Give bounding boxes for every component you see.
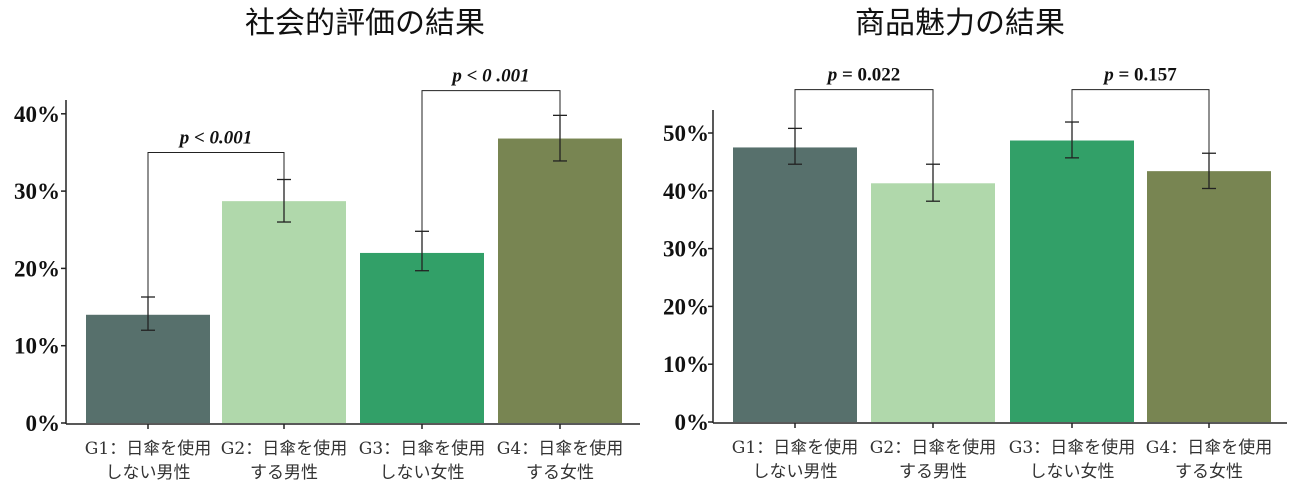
p-value-label: p < 0 .001 — [450, 66, 529, 87]
y-tick-label: 40% — [663, 179, 709, 204]
x-category-label: する女性 — [526, 463, 594, 483]
x-category-label: G1：日傘を使用 — [85, 438, 211, 459]
p-value-label: p = 0.022 — [826, 65, 901, 86]
y-tick-label: 30% — [14, 179, 60, 204]
bar — [222, 201, 346, 423]
x-category-label: しない女性 — [380, 463, 465, 483]
significance-bracket — [794, 89, 934, 184]
significance-bracket — [1071, 89, 1210, 172]
y-tick-label: 40% — [14, 102, 60, 127]
y-tick-label: 10% — [663, 352, 709, 377]
bar — [360, 252, 484, 423]
significance-bracket — [147, 151, 285, 315]
p-value-label: p < 0.001 — [178, 127, 253, 148]
bar — [86, 314, 210, 423]
y-tick-label: 0% — [26, 411, 61, 436]
bar — [1010, 140, 1134, 423]
x-category-label: する男性 — [899, 462, 967, 482]
x-category-label: する男性 — [250, 463, 318, 483]
y-tick-label: 10% — [14, 334, 60, 359]
chart-title: 社会的評価の結果 — [245, 6, 485, 41]
p-value-label: p = 0.157 — [1102, 65, 1177, 86]
x-category-label: G2：日傘を使用 — [870, 437, 996, 458]
y-tick-label: 0% — [675, 410, 710, 435]
bar — [498, 138, 622, 423]
chart-title: 商品魅力の結果 — [855, 6, 1065, 41]
x-category-label: G2：日傘を使用 — [221, 438, 347, 459]
x-category-label: しない男性 — [753, 462, 838, 482]
y-tick-label: 20% — [14, 256, 60, 281]
x-category-label: しない男性 — [106, 463, 191, 483]
bar — [871, 183, 995, 422]
significance-bracket — [421, 90, 561, 253]
x-category-label: する女性 — [1175, 462, 1243, 482]
y-tick-label: 50% — [663, 121, 709, 146]
x-category-label: G4：日傘を使用 — [1146, 437, 1272, 458]
y-tick-label: 30% — [663, 237, 709, 262]
x-category-label: G1：日傘を使用 — [732, 437, 858, 458]
bar — [1147, 171, 1271, 422]
x-category-label: G3：日傘を使用 — [1009, 437, 1135, 458]
x-category-label: G3：日傘を使用 — [359, 438, 485, 459]
y-tick-label: 20% — [663, 294, 709, 319]
bar — [733, 147, 857, 422]
x-category-label: G4：日傘を使用 — [497, 438, 623, 459]
x-category-label: しない女性 — [1030, 462, 1115, 482]
